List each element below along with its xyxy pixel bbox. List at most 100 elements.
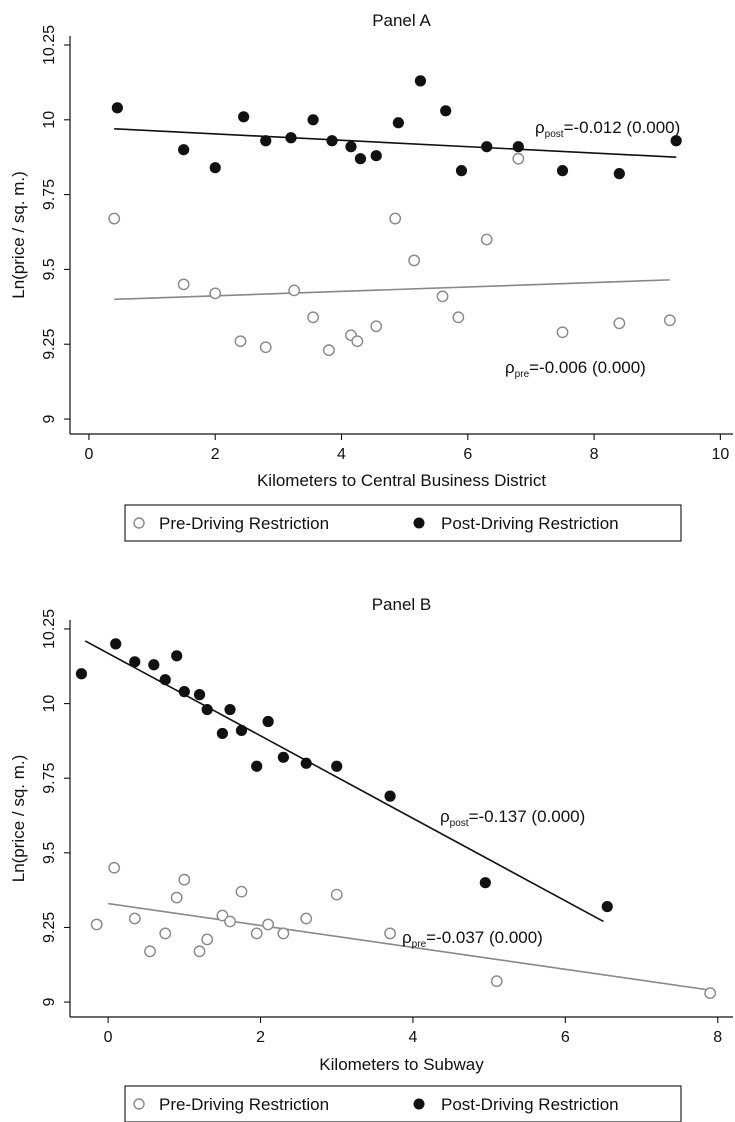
data-point: [613, 168, 625, 180]
data-point: [235, 724, 248, 737]
legend: Pre-Driving Restriction Post-Driving Rest…: [124, 504, 682, 542]
data-point: [178, 686, 190, 698]
legend-box: [124, 504, 682, 542]
data-point: [224, 915, 236, 928]
data-point: [159, 674, 171, 686]
data-point: [178, 873, 191, 886]
panel-title: Panel B: [372, 595, 432, 614]
data-point: [440, 105, 452, 117]
data-point: [128, 912, 141, 925]
data-point: [108, 212, 121, 225]
data-point: [209, 162, 221, 174]
data-point: [330, 888, 343, 901]
series-pre: ρpre=-0.006 (0.000): [108, 152, 676, 380]
data-point: [452, 311, 465, 324]
x-tick-label: 8: [590, 446, 599, 463]
x-tick-label: 10: [711, 446, 729, 463]
rho-annotation: ρpost=-0.137 (0.000): [440, 807, 585, 829]
data-point: [601, 900, 613, 913]
y-axis-label: Ln(price / sq. m.): [9, 755, 28, 883]
data-point: [307, 311, 319, 324]
legend-marker-pre: [133, 517, 145, 529]
data-point: [250, 927, 263, 940]
y-tick-label: 9.5: [41, 258, 58, 280]
panel-a: Panel A 0 2 4 6 8 10 9 9.25 9.5 9.75 10 10.25 Kilomet…: [9, 11, 733, 542]
y-axis-label: Ln(price / sq. m.): [9, 171, 28, 299]
x-tick-label: 4: [408, 1029, 417, 1046]
data-point: [436, 290, 449, 303]
rho-annotation: ρpre=-0.006 (0.000): [505, 358, 646, 380]
legend-label-post: Post-Driving Restriction: [441, 514, 619, 533]
data-point: [108, 861, 121, 874]
x-tick-label: 2: [211, 446, 220, 463]
data-point: [354, 153, 367, 165]
data-point: [300, 912, 313, 925]
rho-subscript: pre: [515, 369, 530, 380]
data-point: [129, 656, 141, 668]
rho-subscript: post: [450, 818, 469, 829]
data-point: [285, 132, 297, 144]
x-tick-label: 0: [104, 1029, 113, 1046]
rho-value: =-0.012 (0.000): [564, 118, 681, 137]
data-point: [171, 650, 183, 662]
legend-label-post: Post-Driving Restriction: [441, 1095, 619, 1114]
data-point: [277, 751, 289, 763]
data-point: [260, 135, 272, 147]
y-tick-label: 9: [41, 998, 58, 1007]
data-point: [277, 927, 290, 940]
series-post: ρpost=-0.012 (0.000): [111, 75, 682, 180]
data-point: [238, 111, 250, 123]
rho-value: =-0.137 (0.000): [469, 807, 586, 826]
x-tick-label: 6: [463, 446, 472, 463]
data-point: [300, 757, 312, 769]
data-point: [193, 945, 206, 958]
y-tick-label: 9.25: [41, 912, 58, 943]
rho-symbol: ρ: [402, 928, 412, 947]
data-point: [670, 135, 682, 147]
data-point: [351, 335, 364, 348]
data-point: [307, 114, 319, 126]
data-point: [345, 141, 357, 153]
data-point: [170, 891, 183, 904]
y-tick-label: 9.5: [41, 842, 58, 864]
rho-annotation: ρpre=-0.037 (0.000): [402, 928, 543, 950]
x-tick-label: 0: [84, 446, 93, 463]
data-point: [481, 141, 493, 153]
y-tick-label: 10.25: [41, 25, 58, 65]
data-point: [556, 165, 569, 177]
rho-symbol: ρ: [535, 118, 545, 137]
series-post: ρpost=-0.137 (0.000): [75, 638, 613, 923]
rho-symbol: ρ: [505, 358, 515, 377]
rho-annotation: ρpost=-0.012 (0.000): [535, 118, 680, 140]
data-point: [111, 102, 123, 114]
legend-marker-post: [413, 1098, 425, 1110]
legend-marker-post: [413, 517, 425, 529]
data-point: [110, 638, 122, 650]
data-point: [663, 314, 676, 327]
data-point: [234, 335, 247, 348]
legend-label-pre: Pre-Driving Restriction: [159, 1095, 329, 1114]
data-point: [479, 877, 491, 889]
rho-symbol: ρ: [440, 807, 450, 826]
rho-subscript: pre: [412, 939, 427, 950]
x-axis-label: Kilometers to Central Business District: [257, 471, 546, 490]
rho-value: =-0.037 (0.000): [426, 928, 543, 947]
y-tick-label: 10: [41, 111, 58, 129]
rho-value: =-0.006 (0.000): [529, 358, 646, 377]
data-point: [490, 975, 503, 988]
y-tick-label: 10.25: [41, 609, 58, 649]
data-point: [224, 703, 236, 716]
data-point: [389, 212, 402, 225]
data-point: [144, 945, 156, 958]
data-point: [384, 927, 396, 940]
series-pre: ρpre=-0.037 (0.000): [90, 861, 717, 1000]
legend: Pre-Driving Restriction Post-Driving Rest…: [124, 1085, 682, 1122]
y-tick-label: 10: [41, 695, 58, 713]
x-tick-label: 6: [561, 1029, 570, 1046]
data-point: [75, 668, 88, 680]
data-point: [704, 987, 717, 1000]
rho-subscript: post: [545, 129, 564, 140]
y-tick-label: 9.25: [41, 329, 58, 360]
data-point: [216, 727, 229, 740]
